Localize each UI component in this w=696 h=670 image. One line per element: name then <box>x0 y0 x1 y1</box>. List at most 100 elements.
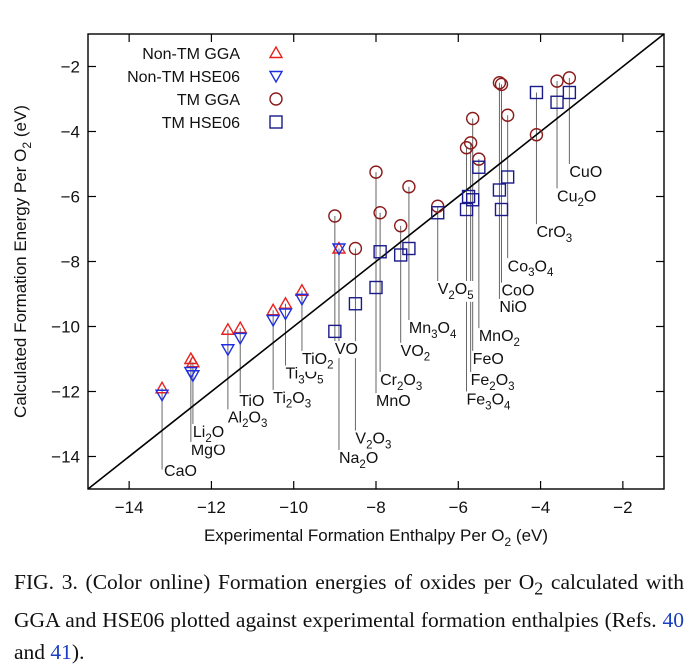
marker-circle <box>348 241 363 256</box>
compound-label: TiO2 <box>302 351 334 372</box>
label-background <box>465 391 513 413</box>
compound-label: FeO <box>473 351 504 368</box>
legend-label: TM HSE06 <box>162 115 240 132</box>
label-background <box>477 328 521 349</box>
compound-label: CuO <box>569 164 602 181</box>
label-background <box>399 342 432 364</box>
marker-triangle-down <box>278 308 293 321</box>
y-tick-label: −6 <box>61 188 80 207</box>
marker-square <box>348 297 363 311</box>
marker-circle <box>472 152 486 166</box>
marker-circle <box>492 76 507 90</box>
compound-label: Cr2O3 <box>380 372 422 393</box>
reference-link-41[interactable]: 41 <box>50 640 72 665</box>
marker-triangle-down <box>331 243 347 256</box>
y-tick-label: −4 <box>61 123 80 142</box>
caption-prefix: FIG. 3. (Color online) Formation energie… <box>14 570 535 594</box>
marker-triangle-down <box>185 370 201 383</box>
compound-label: Mn3O4 <box>409 320 457 341</box>
legend-marker <box>268 70 284 84</box>
marker-square <box>550 95 564 109</box>
marker-square <box>369 280 383 295</box>
marker-triangle-up <box>233 320 248 334</box>
formation-energy-chart: −14 −12 −10 −8 −6 −4 −2 −14 −12 −10 −8 −6 −4 −2 Experi… <box>11 33 665 549</box>
diagonal-line <box>87 33 665 490</box>
legend-label: Non-TM HSE06 <box>127 69 240 86</box>
label-background <box>379 372 424 393</box>
compound-label: V2O5 <box>438 281 474 302</box>
label-background <box>407 320 459 341</box>
compound-label: VO <box>335 341 358 358</box>
label-background <box>333 341 359 359</box>
compound-label: Li2O <box>193 424 224 445</box>
x-tick-label: −8 <box>366 498 385 517</box>
legend-marker <box>268 45 284 59</box>
data-markers <box>154 71 577 403</box>
reference-link-40[interactable]: 40 <box>662 608 685 633</box>
marker-circle <box>373 206 387 220</box>
marker-triangle-up <box>220 322 236 335</box>
marker-circle <box>465 111 480 126</box>
marker-circle <box>459 141 474 155</box>
label-background <box>568 164 604 181</box>
compound-label: V2O3 <box>355 431 391 452</box>
marker-circle <box>550 74 564 88</box>
compound-label: MnO2 <box>479 328 520 349</box>
label-background <box>375 393 412 411</box>
label-background <box>471 350 505 368</box>
compound-label: NiO <box>499 299 527 316</box>
marker-square <box>500 170 515 184</box>
marker-triangle-down <box>294 293 310 307</box>
compound-label: Fe2O3 <box>471 372 515 393</box>
caption-suffix: ). <box>71 640 85 665</box>
y-tick-label: −8 <box>61 253 80 272</box>
marker-square <box>472 160 486 174</box>
compound-label: Cu2O <box>557 188 596 209</box>
marker-triangle-down <box>154 389 170 403</box>
legend-label: TM GGA <box>177 92 240 109</box>
label-background <box>535 224 574 245</box>
marker-circle <box>402 180 416 194</box>
label-background <box>498 298 528 316</box>
marker-circle <box>393 219 408 233</box>
marker-square <box>562 85 577 100</box>
marker-triangle-down <box>233 332 248 346</box>
compound-label: MgO <box>191 442 226 459</box>
y-tick-label: −10 <box>51 318 80 337</box>
compound-label: MnO <box>376 393 411 410</box>
label-background <box>300 350 335 372</box>
figure-caption: FIG. 3. (Color online) Formation energie… <box>14 566 684 668</box>
label-background <box>191 424 226 445</box>
label-background <box>226 409 269 431</box>
marker-triangle-up <box>331 241 347 254</box>
marker-square <box>373 245 387 259</box>
caption-sub: 2 <box>534 578 544 599</box>
marker-triangle-up <box>278 296 293 309</box>
marker-square <box>461 189 476 204</box>
compound-label: CrO3 <box>536 224 572 245</box>
marker-circle <box>463 136 478 150</box>
marker-square <box>529 85 544 100</box>
marker-circle <box>328 209 342 223</box>
marker-triangle-up <box>294 283 310 296</box>
marker-circle <box>562 71 577 85</box>
marker-square <box>431 206 445 220</box>
marker-triangle-down <box>220 344 236 357</box>
compound-label: VO2 <box>401 343 431 364</box>
marker-triangle-up <box>154 380 170 394</box>
label-background <box>354 430 393 452</box>
marker-circle <box>369 165 383 179</box>
compound-label: Co3O4 <box>508 258 554 279</box>
marker-circle <box>529 128 544 142</box>
compound-label: TiO <box>239 393 264 410</box>
y-axis-label: Calculated Formation Energy Per O2 (eV) <box>11 105 34 418</box>
x-tick-label: −2 <box>613 498 632 517</box>
compound-label: CaO <box>164 463 197 480</box>
x-tick-label: −10 <box>279 498 308 517</box>
label-background <box>500 282 536 300</box>
caption-middle: calculated with GGA and HSE06 plotted ag… <box>14 570 684 633</box>
label-background <box>189 441 227 459</box>
marker-square <box>402 241 416 256</box>
label-background <box>506 258 555 280</box>
compound-label: CoO <box>501 283 534 300</box>
